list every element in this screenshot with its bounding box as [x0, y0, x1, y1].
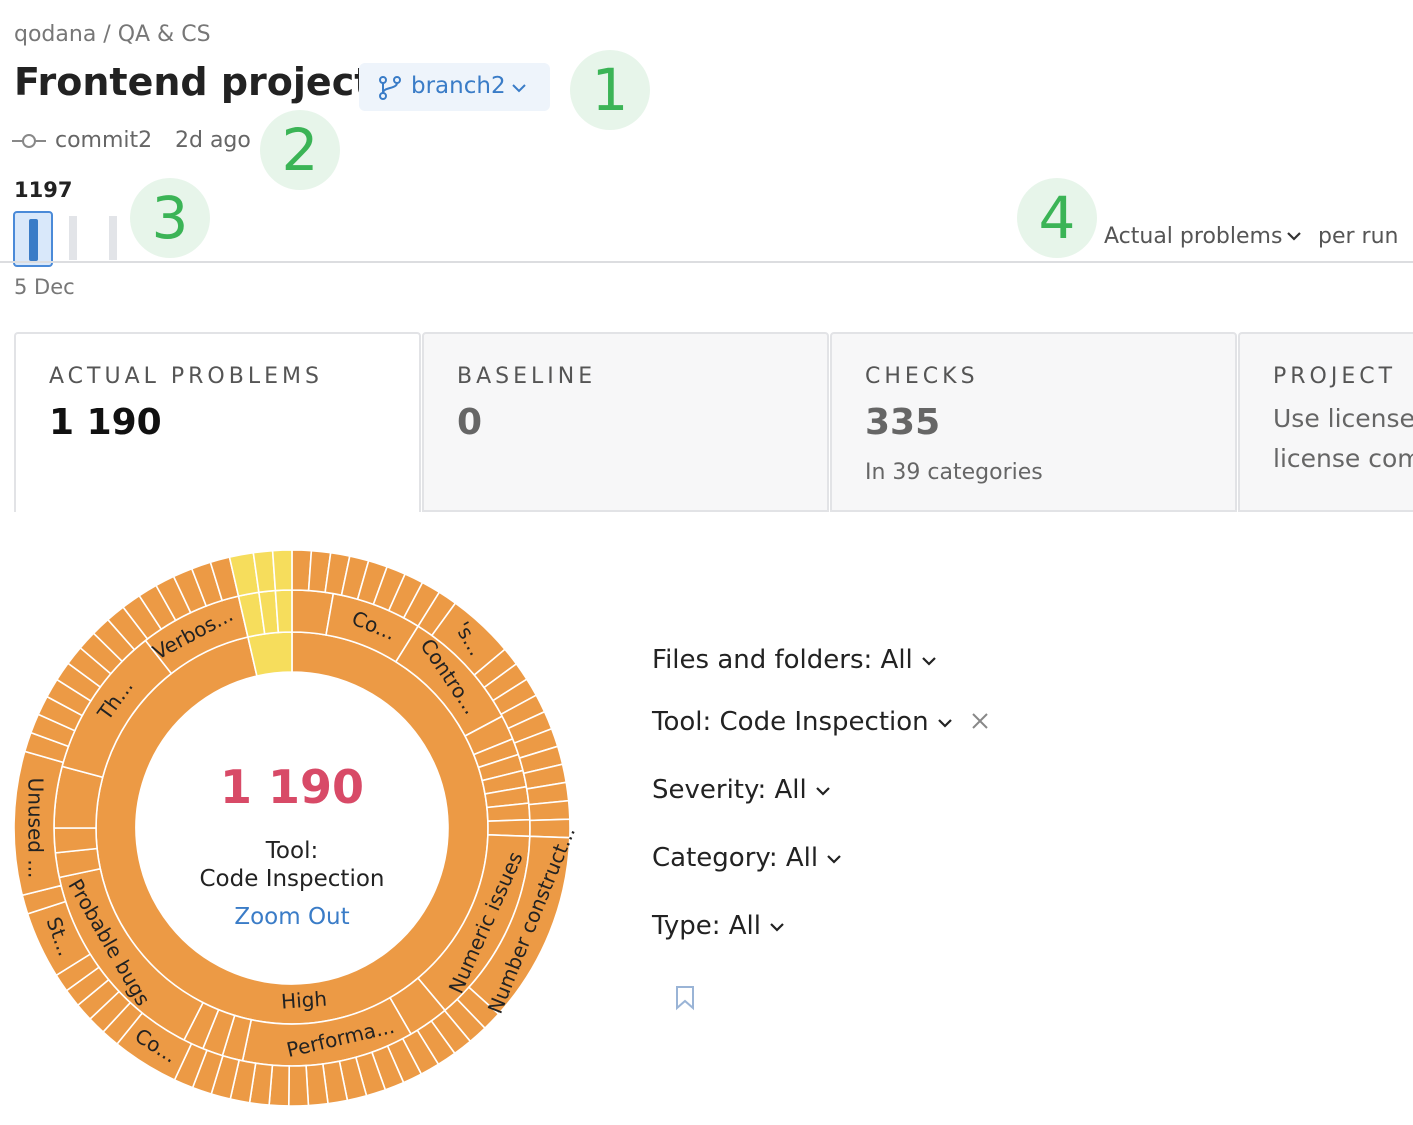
metric: Actual problems — [1104, 224, 1283, 249]
breadcrumb[interactable]: qodana / QA & CS — [14, 22, 211, 47]
sunburst[interactable]: 1 190 Tool: Code Inspection Zoom Out Hig… — [0, 540, 600, 1125]
center-line: Tool: — [265, 838, 318, 864]
project-title: Frontend project — [14, 60, 373, 104]
tab-value: 0 — [457, 402, 483, 443]
filter[interactable]: Category: All — [652, 843, 842, 873]
tab-note: license com — [1273, 444, 1413, 473]
tab-label: BASELINE — [457, 364, 597, 389]
filter[interactable]: Severity: All — [652, 775, 831, 805]
clear-filter[interactable] — [969, 712, 991, 730]
history-max: 1197 — [14, 178, 73, 202]
callout: 4 — [1017, 178, 1097, 258]
center-line: Code Inspection — [200, 866, 385, 892]
tab[interactable]: ACTUAL PROBLEMS 1 190 — [14, 332, 421, 512]
chevron — [938, 719, 952, 728]
sunburst-segment[interactable] — [487, 818, 531, 838]
callout: 1 — [570, 50, 650, 130]
run-bar[interactable] — [109, 216, 117, 260]
callout: 2 — [260, 110, 340, 190]
filter-label: Category: All — [652, 843, 819, 873]
run-bar[interactable] — [69, 216, 77, 260]
center-value: 1 190 — [220, 760, 364, 814]
tab[interactable]: CHECKS 335 In 39 categories — [830, 332, 1237, 512]
tab-value: 1 190 — [49, 402, 162, 443]
metric-selector[interactable]: Actual problems — [1104, 224, 1302, 249]
history-date: 5 Dec — [14, 275, 75, 299]
period[interactable]: per run — [1318, 224, 1399, 249]
tab-label: CHECKS — [865, 364, 979, 389]
run-selected[interactable] — [13, 211, 53, 267]
filter[interactable]: Type: All — [652, 911, 785, 941]
chevron — [922, 657, 936, 666]
branch-selector[interactable]: branch2 — [359, 63, 550, 111]
filter[interactable]: Files and folders: All — [652, 645, 937, 675]
filter[interactable]: Tool: Code Inspection — [652, 707, 991, 737]
segment-label[interactable]: Unused ... — [24, 778, 48, 879]
bookmark[interactable] — [674, 985, 696, 1011]
filter-label: Type: All — [652, 911, 761, 941]
chevron — [770, 923, 785, 932]
tab-label: PROJECT — [1273, 364, 1397, 389]
sunburst-segment[interactable] — [271, 549, 293, 592]
chevron — [512, 84, 526, 93]
tab-note: In 39 categories — [865, 460, 1043, 485]
commit-icon — [12, 134, 46, 148]
tab-label: ACTUAL PROBLEMS — [49, 364, 323, 389]
filter-label: Tool: Code Inspection — [652, 707, 929, 737]
sunburst-segment[interactable] — [95, 631, 489, 1025]
callout: 3 — [130, 178, 210, 258]
chevron — [827, 855, 842, 864]
commit-age: 2d ago — [175, 128, 251, 153]
tab[interactable]: BASELINE 0 — [422, 332, 829, 512]
chevron — [1287, 232, 1302, 241]
filter-label: Severity: All — [652, 775, 807, 805]
tab-note: Use license — [1273, 404, 1413, 433]
tab[interactable]: PROJECT Use license license com — [1238, 332, 1413, 512]
tab-value: 335 — [865, 402, 941, 443]
sunburst-segment[interactable] — [287, 1064, 310, 1107]
zoom-out[interactable]: Zoom Out — [234, 904, 349, 930]
sunburst-segment[interactable] — [527, 799, 571, 822]
history-axis — [0, 261, 1413, 263]
chevron — [816, 787, 830, 796]
segment-label[interactable]: High — [280, 987, 328, 1014]
sunburst-segment[interactable] — [274, 589, 293, 634]
filter-label: Files and folders: All — [652, 645, 913, 675]
branch-name: branch2 — [411, 73, 506, 99]
commit-name[interactable]: commit2 — [55, 128, 153, 153]
sunburst-segment[interactable] — [53, 827, 98, 854]
branch-icon — [379, 76, 401, 100]
